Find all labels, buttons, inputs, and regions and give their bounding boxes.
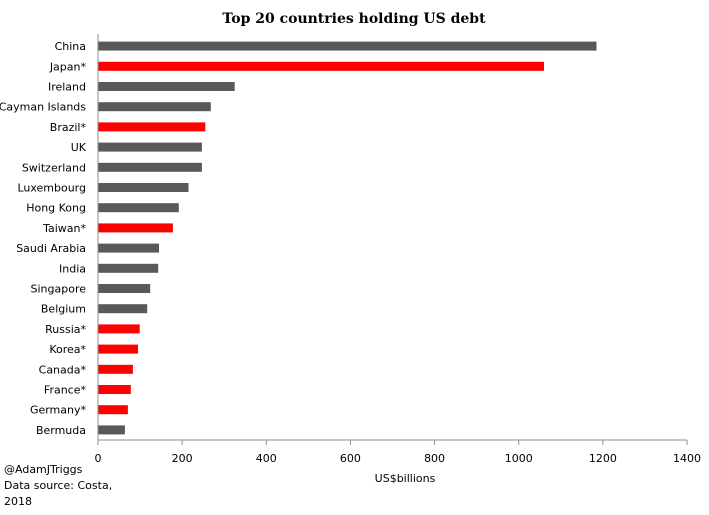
category-label-france: France* xyxy=(44,384,87,397)
category-label-india: India xyxy=(59,262,86,275)
category-label-korea: Korea* xyxy=(49,343,86,356)
x-tick-label-200: 200 xyxy=(172,452,193,465)
bar-china xyxy=(98,41,597,51)
category-label-canada: Canada* xyxy=(39,363,87,376)
category-label-saudi-arabia: Saudi Arabia xyxy=(16,242,86,255)
x-tick-label-1400: 1400 xyxy=(673,452,701,465)
chart-title: Top 20 countries holding US debt xyxy=(222,11,486,27)
x-tick-label-800: 800 xyxy=(424,452,445,465)
category-label-brazil: Brazil* xyxy=(50,121,87,134)
credit-author: @AdamJTriggs xyxy=(4,463,83,476)
bar-canada xyxy=(98,364,133,374)
bar-korea xyxy=(98,344,138,354)
x-tick-label-0: 0 xyxy=(95,452,102,465)
category-label-japan: Japan* xyxy=(49,60,87,73)
bar-belgium xyxy=(98,304,148,314)
x-axis-title: US$billions xyxy=(375,472,436,485)
bar-taiwan xyxy=(98,223,173,233)
bar-russia xyxy=(98,324,140,334)
category-label-cayman-islands: Cayman Islands xyxy=(0,101,86,114)
category-label-taiwan: Taiwan* xyxy=(42,222,86,235)
bar-bermuda xyxy=(98,425,125,435)
bar-france xyxy=(98,385,131,394)
credit-year: 2018 xyxy=(4,495,32,508)
category-label-singapore: Singapore xyxy=(31,283,87,296)
bar-uk xyxy=(98,142,202,152)
bar-japan xyxy=(98,61,544,71)
category-label-bermuda: Bermuda xyxy=(36,424,86,437)
category-label-luxembourg: Luxembourg xyxy=(17,182,86,195)
x-tick-label-1000: 1000 xyxy=(505,452,533,465)
x-tick-label-400: 400 xyxy=(256,452,277,465)
category-label-russia: Russia* xyxy=(45,323,86,336)
category-label-uk: UK xyxy=(71,141,87,154)
bar-india xyxy=(98,263,159,273)
bar-luxembourg xyxy=(98,183,189,192)
category-label-ireland: Ireland xyxy=(48,81,86,94)
category-label-china: China xyxy=(55,40,86,53)
category-labels: China Japan* Ireland Cayman Islands Brazil* U… xyxy=(0,40,87,437)
x-tick-label-600: 600 xyxy=(340,452,361,465)
category-label-switzerland: Switzerland xyxy=(22,161,86,174)
x-axis-ticks: 0 200 400 600 800 1000 1200 1400 xyxy=(95,440,701,465)
category-label-germany: Germany* xyxy=(30,404,87,417)
bar-germany xyxy=(98,405,128,415)
x-tick-label-1200: 1200 xyxy=(589,452,617,465)
bar-saudi-arabia xyxy=(98,243,159,253)
bar-ireland xyxy=(98,82,235,91)
bar-brazil xyxy=(98,122,206,132)
bar-singapore xyxy=(98,284,151,293)
bar-switzerland xyxy=(98,162,202,172)
bar-hong-kong xyxy=(98,203,179,213)
credits: @AdamJTriggs Data source: Costa, 2018 xyxy=(4,462,134,510)
credit-source: Data source: Costa, xyxy=(4,479,113,492)
category-label-hong-kong: Hong Kong xyxy=(26,202,86,215)
bar-cayman-islands xyxy=(98,102,211,112)
category-label-belgium: Belgium xyxy=(41,303,86,316)
bars-group xyxy=(98,41,597,435)
